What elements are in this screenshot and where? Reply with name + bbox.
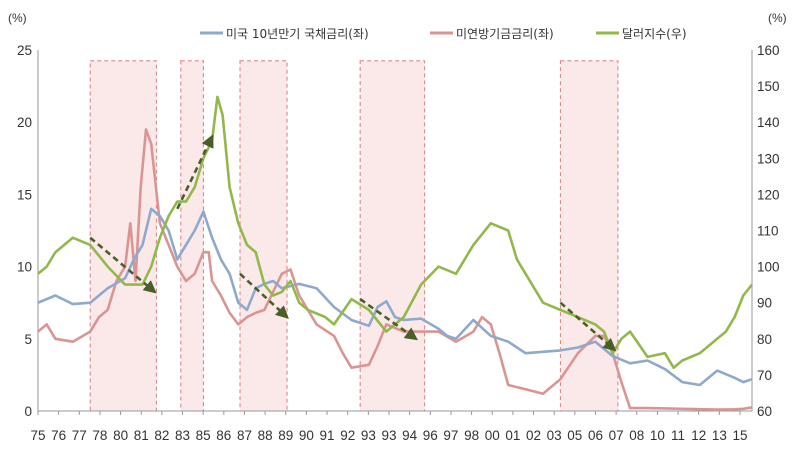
right-tick-label: 130 — [757, 151, 780, 166]
right-tick-label: 70 — [757, 368, 772, 383]
right-tick-label: 100 — [757, 260, 780, 275]
trend-arrow-1 — [89, 236, 157, 294]
x-tick-label: 03 — [547, 428, 562, 443]
x-tick-label: 98 — [464, 428, 479, 443]
trend-arrow-2 — [176, 134, 214, 210]
x-tick-label: 02 — [526, 428, 541, 443]
x-tick-label: 88 — [258, 428, 273, 443]
left-tick-label: 10 — [17, 260, 32, 275]
x-tick-label: 80 — [113, 428, 128, 443]
x-tick-label: 86 — [216, 428, 231, 443]
x-tick-label: 01 — [505, 428, 520, 443]
trend-arrow-5 — [559, 301, 617, 352]
x-tick-label: 82 — [154, 428, 169, 443]
right-tick-label: 110 — [757, 224, 779, 239]
series-line-3 — [37, 95, 754, 369]
x-tick-label: 83 — [175, 428, 190, 443]
x-tick-label: 15 — [732, 428, 747, 443]
shaded-period-4 — [359, 60, 426, 412]
x-tick-label: 13 — [712, 428, 727, 443]
x-tick-label: 85 — [196, 428, 211, 443]
legend-label-fed: 미연방기금금리(좌) — [456, 27, 554, 41]
x-tick-label: 78 — [92, 428, 107, 443]
x-tick-label: 11 — [671, 428, 685, 443]
plot-frame — [37, 50, 753, 412]
x-tick-label: 77 — [72, 428, 87, 443]
left-tick-label: 20 — [17, 115, 32, 130]
right-tick-label: 120 — [757, 187, 780, 202]
x-tick-label: 10 — [650, 428, 665, 443]
x-tick-label: 81 — [134, 428, 149, 443]
right-tick-label: 60 — [757, 404, 772, 419]
x-tick-label: 92 — [340, 428, 355, 443]
right-tick-label: 140 — [757, 115, 780, 130]
right-tick-label: 90 — [757, 296, 772, 311]
x-tick-label: 07 — [609, 428, 624, 443]
shaded-period-3 — [239, 60, 288, 412]
left-axis-unit: (%) — [8, 11, 27, 25]
x-tick-label: 05 — [567, 428, 582, 443]
right-axis-unit: (%) — [768, 11, 787, 25]
x-tick-label: 87 — [237, 428, 252, 443]
x-tick-label: 93 — [361, 428, 376, 443]
x-tick-label: 08 — [629, 428, 644, 443]
x-tick-label: 76 — [51, 428, 66, 443]
legend-label-dollar: 달러지수(우) — [622, 27, 687, 41]
left-tick-label: 5 — [24, 332, 32, 347]
x-tick-label: 93 — [381, 428, 396, 443]
x-tick-label: 97 — [443, 428, 458, 443]
x-tick-label: 12 — [691, 428, 706, 443]
trend-arrows — [89, 134, 617, 352]
x-tick-label: 91 — [320, 428, 335, 443]
trend-arrow-3 — [239, 272, 289, 319]
axes: 0510152025607080901001101201301401501607… — [17, 43, 780, 443]
right-tick-label: 80 — [757, 332, 772, 347]
x-tick-label: 90 — [299, 428, 314, 443]
x-tick-label: 06 — [588, 428, 603, 443]
trend-arrow-4 — [359, 298, 419, 341]
right-tick-label: 150 — [757, 79, 780, 94]
series-lines — [37, 95, 754, 411]
x-tick-label: 94 — [402, 428, 418, 443]
x-tick-label: 00 — [485, 428, 500, 443]
legend-label-treasury: 미국 10년만기 국채금리(좌) — [226, 27, 369, 41]
x-tick-label: 75 — [30, 428, 45, 443]
shaded-period-1 — [89, 60, 157, 412]
legend: 미국 10년만기 국채금리(좌) 미연방기금금리(좌) 달러지수(우) — [200, 27, 687, 41]
left-tick-label: 0 — [24, 404, 32, 419]
shaded-period-5 — [559, 60, 619, 412]
series-line-1 — [37, 207, 753, 387]
x-tick-label: 89 — [278, 428, 293, 443]
left-tick-label: 25 — [17, 43, 32, 58]
x-tick-label: 96 — [423, 428, 438, 443]
right-tick-label: 160 — [757, 43, 780, 58]
left-tick-label: 15 — [17, 187, 32, 202]
